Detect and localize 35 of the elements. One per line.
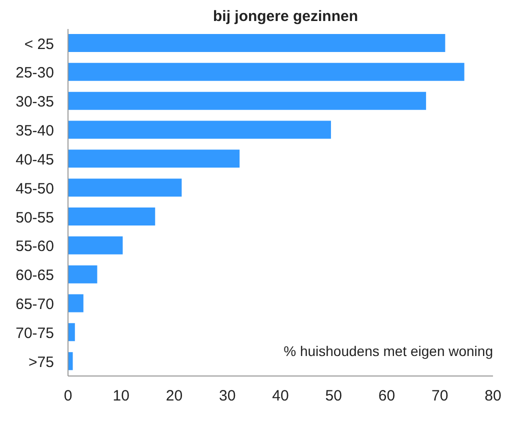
y-tick-label: 65-70: [16, 296, 54, 314]
y-tick-label: >75: [28, 354, 54, 371]
y-tick-label: 45-50: [16, 180, 54, 198]
x-tick-label: 20: [166, 388, 183, 405]
y-tick-label: 55-60: [16, 238, 54, 256]
x-tick-label: 60: [378, 388, 396, 405]
bar: [68, 294, 84, 312]
bar: [68, 62, 464, 81]
y-tick-label: 40-45: [16, 151, 54, 168]
bar: [68, 352, 73, 370]
x-tick-label: 50: [325, 388, 342, 405]
bar: [68, 236, 123, 254]
chart-title: bij jongere gezinnen: [212, 8, 359, 25]
x-tick-label: 80: [484, 388, 502, 405]
bar: [68, 120, 331, 139]
bar: [68, 265, 98, 284]
bar: [68, 323, 75, 342]
y-tick-label: 50-55: [16, 209, 54, 226]
bar: [68, 178, 182, 197]
y-tick-label: 70-75: [16, 324, 54, 342]
x-tick-label: 30: [219, 388, 236, 405]
y-tick-label: 35-40: [16, 122, 54, 140]
y-tick-label: 30-35: [16, 94, 54, 111]
x-tick-label: 40: [272, 388, 289, 405]
x-tick-label: 0: [64, 388, 72, 405]
bar: [68, 34, 446, 52]
bar: [68, 150, 240, 168]
x-tick-label: 70: [432, 388, 448, 405]
y-tick-label: 25-30: [16, 64, 54, 82]
x-tick-label: 10: [112, 388, 130, 405]
x-axis-title: % huishoudens met eigen woning: [284, 342, 493, 359]
y-tick-label: 60-65: [16, 267, 54, 284]
bar: [68, 92, 426, 110]
y-tick-label: < 25: [24, 36, 54, 53]
bar: [68, 208, 156, 226]
